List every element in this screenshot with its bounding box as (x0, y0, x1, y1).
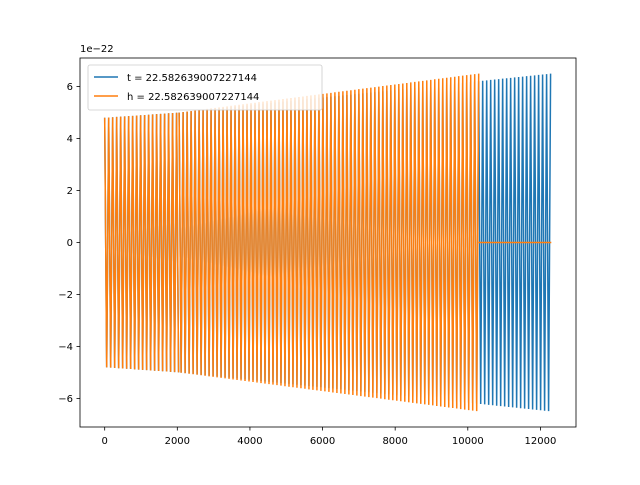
x-tick-label: 8000 (382, 436, 407, 447)
legend-label-2: h = 22.582639007227144 (127, 92, 259, 103)
x-tick-label: 0 (102, 436, 108, 447)
y-offset-label: 1e−22 (80, 44, 114, 55)
series-2-line-segment-1 (103, 112, 180, 373)
y-tick-label: 2 (67, 186, 73, 197)
x-tick-label: 10000 (452, 436, 484, 447)
y-tick-label: 6 (67, 82, 73, 93)
x-tick-label: 12000 (525, 436, 557, 447)
legend: t = 22.582639007227144 h = 22.58263900722… (87, 64, 323, 111)
series-layer (103, 73, 552, 412)
y-tick-label: −4 (58, 342, 73, 353)
legend-frame (87, 64, 323, 111)
y-tick-label: −2 (58, 290, 73, 301)
series-2-line-segment-2 (178, 73, 480, 412)
series-2 (103, 73, 552, 412)
y-tick-label: −6 (58, 394, 73, 405)
x-tick-label: 2000 (165, 436, 190, 447)
y-tick-label: 4 (67, 134, 73, 145)
y-axis: −6 −4 −2 0 2 4 6 (58, 82, 80, 405)
legend-label-1: t = 22.582639007227144 (127, 73, 257, 84)
x-tick-label: 6000 (310, 436, 335, 447)
y-tick-label: 0 (67, 238, 73, 249)
x-axis: 0 2000 4000 6000 8000 10000 12000 (102, 427, 557, 447)
x-tick-label: 4000 (237, 436, 262, 447)
